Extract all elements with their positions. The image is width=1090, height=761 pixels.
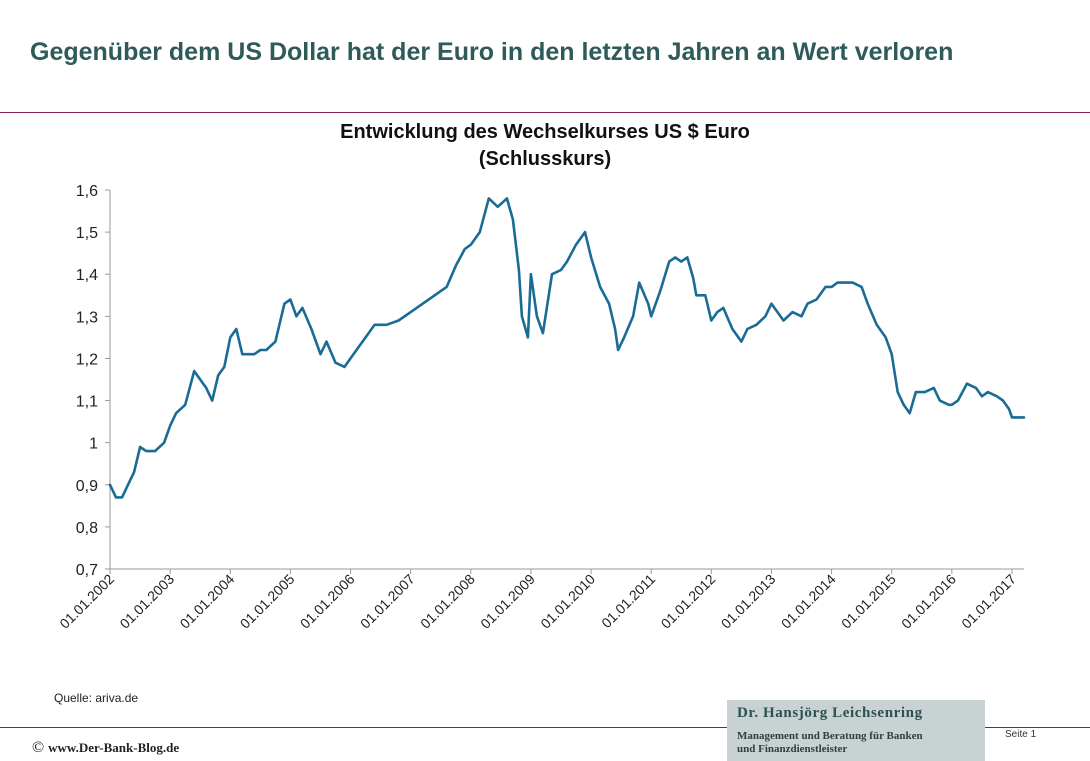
x-tick-label-10: 01.01.2012 — [658, 571, 719, 632]
exchange-rate-chart: 0,70,80,911,11,21,31,41,51,601.01.2002 01… — [56, 183, 1026, 632]
top-divider — [0, 112, 1090, 113]
y-tick-label-3: 1 — [89, 436, 98, 453]
brand-subtitle-line2: und Finanzdienstleister — [737, 743, 848, 755]
x-tick-label-7: 01.01.2009 — [477, 571, 538, 632]
source-note: Quelle: ariva.de — [54, 691, 139, 705]
copyright-icon: © — [32, 739, 45, 756]
x-tick-label-9: 01.01.2011 — [598, 571, 658, 631]
x-tick-label-1: 01.01.2003 — [116, 571, 177, 632]
x-tick-label-5: 01.01.2007 — [357, 571, 418, 632]
y-tick-label-0: 0,7 — [76, 562, 98, 579]
brand-subtitle: Management und Beratung für Banken und F… — [737, 730, 923, 756]
x-tick-label-11: 01.01.2013 — [718, 571, 779, 632]
x-tick-label-0: 01.01.2002 — [56, 571, 117, 632]
x-tick-label-14: 01.01.2016 — [898, 571, 959, 632]
brand-name: Dr. Hansjörg Leichsenring — [737, 705, 923, 721]
y-tick-label-2: 0,9 — [76, 478, 98, 495]
copyright-link[interactable]: www.Der-Bank-Blog.de — [48, 740, 180, 755]
slide-title: Gegenüber dem US Dollar hat der Euro in … — [30, 38, 954, 66]
y-tick-label-1: 0,8 — [76, 520, 98, 537]
page-number: Seite 1 — [1005, 729, 1037, 740]
x-tick-label-2: 01.01.2004 — [177, 571, 238, 632]
x-tick-label-12: 01.01.2014 — [778, 571, 839, 632]
y-tick-label-4: 1,1 — [76, 394, 98, 411]
chart-subtitle: (Schlusskurs) — [478, 148, 612, 170]
y-tick-label-9: 1,6 — [76, 183, 98, 200]
y-tick-label-6: 1,3 — [76, 309, 98, 326]
x-tick-label-8: 01.01.2010 — [537, 571, 598, 632]
y-tick-label-5: 1,2 — [76, 351, 98, 368]
chart-title: Entwicklung des Wechselkurses US $ Euro — [340, 121, 750, 143]
series-line-0 — [108, 197, 1026, 499]
x-tick-label-13: 01.01.2015 — [838, 571, 899, 632]
copyright: © www.Der-Bank-Blog.de — [32, 739, 179, 757]
x-tick-label-15: 01.01.2017 — [958, 571, 1019, 632]
y-tick-label-7: 1,4 — [76, 267, 98, 284]
x-tick-label-6: 01.01.2008 — [417, 571, 478, 632]
x-tick-label-3: 01.01.2005 — [237, 571, 298, 632]
chart-title-block: Entwicklung des Wechselkurses US $ Euro … — [200, 119, 890, 173]
y-tick-label-8: 1,5 — [76, 225, 98, 242]
bottom-divider — [0, 727, 1090, 728]
brand-box: Dr. Hansjörg Leichsenring Management und… — [727, 700, 985, 761]
brand-subtitle-line1: Management und Beratung für Banken — [737, 730, 923, 742]
x-tick-label-4: 01.01.2006 — [297, 571, 358, 632]
